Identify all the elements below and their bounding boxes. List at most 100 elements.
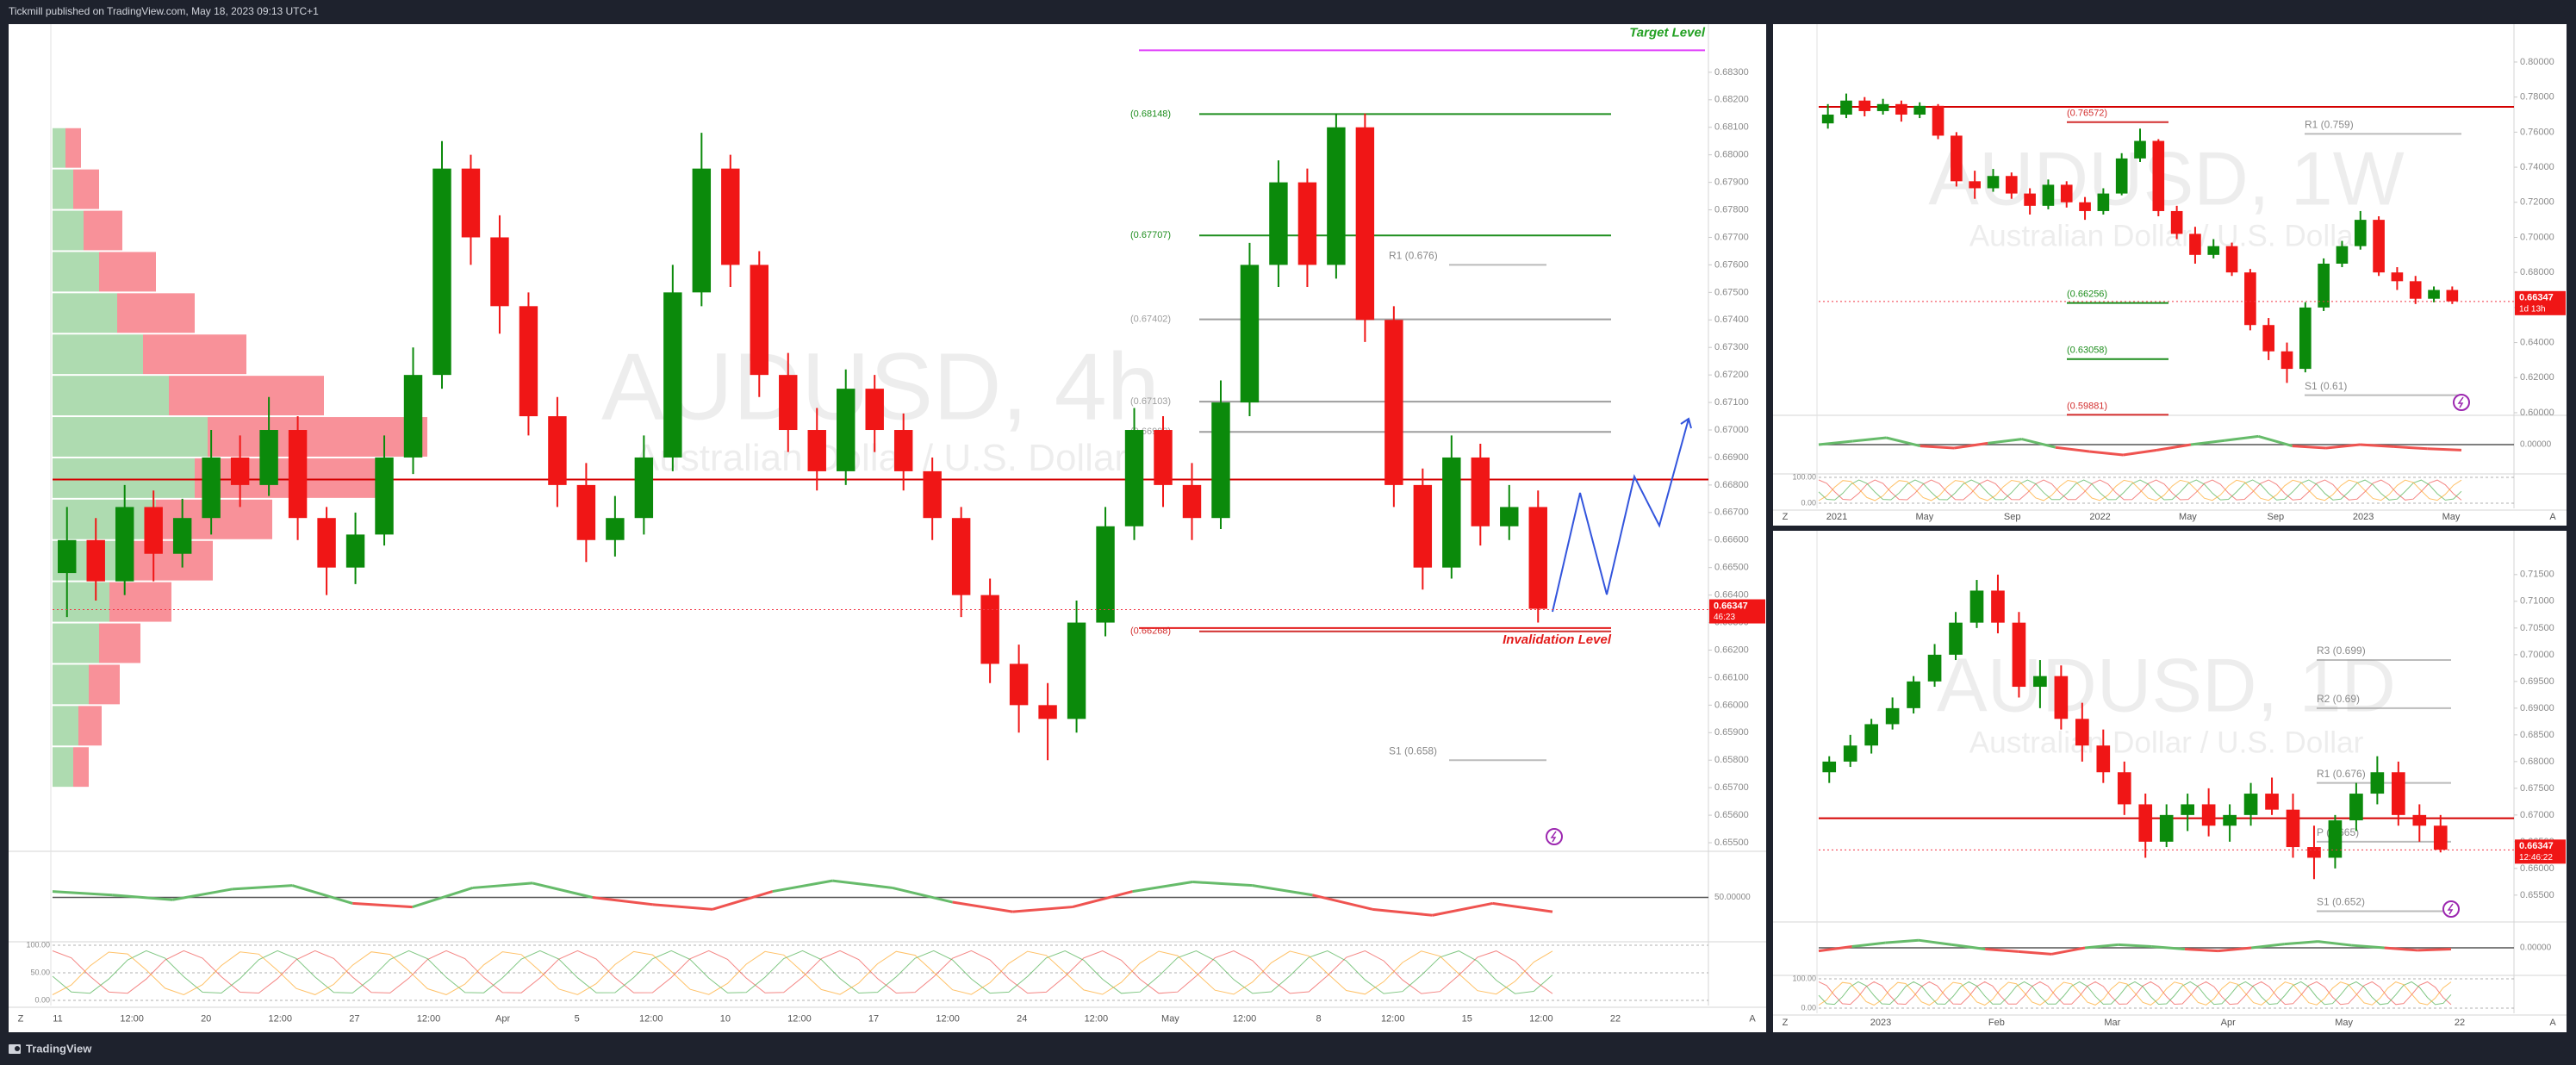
oscillator-segment [1886, 436, 1921, 448]
chart-panel [9, 24, 1766, 1032]
time-label: 12:00 [417, 1013, 441, 1024]
event-icon [2453, 394, 2470, 411]
price-tick-label: 0.74000 [2520, 162, 2554, 172]
oscillator-segment [1988, 438, 2022, 445]
chart-panel [1773, 531, 2567, 1032]
footer-logo [9, 1044, 21, 1054]
candle-body [58, 539, 77, 574]
candle-body [2024, 193, 2036, 206]
candle-body [2042, 184, 2055, 206]
button-a[interactable]: A [2549, 512, 2556, 522]
price-tick-label: 0.67900 [1714, 178, 1749, 188]
last-price-badge [2515, 839, 2566, 864]
button-a[interactable]: A [2549, 1018, 2556, 1028]
candle-body [461, 168, 481, 238]
time-label: 2023 [1870, 1018, 1891, 1028]
oscillator-segment [1132, 881, 1193, 894]
candle-body [2060, 184, 2073, 202]
oscillator-segment [2088, 450, 2124, 457]
candle-body [2223, 814, 2237, 826]
oscillator-segment [1920, 445, 1955, 450]
candle-body [2207, 246, 2220, 255]
price-tick-label: 0.66000 [1714, 700, 1749, 710]
candle-body [634, 457, 654, 519]
description-watermark: Australian Dollar / U.S. Dollar [634, 437, 1127, 479]
oscillator-segment [2393, 445, 2428, 451]
candle-body [1211, 402, 1230, 519]
oscillator-segment [1953, 441, 1988, 450]
button-z[interactable]: Z [1783, 1018, 1789, 1028]
oscillator-segment [2184, 947, 2218, 953]
button-z[interactable]: Z [1783, 512, 1789, 522]
oscillator-segment [1252, 884, 1313, 897]
candle-body [721, 168, 740, 265]
projection-path [1552, 418, 1689, 613]
candle-body [1355, 127, 1375, 321]
oscillator-segment [352, 901, 413, 909]
candle-body [345, 534, 365, 568]
candle-body [2012, 622, 2026, 688]
fib-level-label: (0.68148) [1130, 109, 1171, 119]
candle-body [1096, 526, 1115, 623]
time-label: 17 [868, 1013, 879, 1024]
candle-body [1991, 590, 2005, 623]
oscillator-segment [2051, 946, 2086, 956]
oscillator-segment [232, 884, 293, 891]
price-tick-label: 0.66400 [1714, 590, 1749, 601]
pivot-level-label: R3 (0.699) [2317, 645, 2366, 657]
price-tick-label: 0.71500 [2520, 570, 2554, 580]
candle-body [172, 518, 192, 554]
candle-body [2159, 814, 2174, 842]
time-label: Apr [2221, 1018, 2236, 1028]
oscillator-segment [1372, 907, 1433, 917]
oscillator-segment [2190, 439, 2225, 446]
price-tick-label: 0.68500 [2520, 730, 2554, 740]
volume-down [89, 664, 120, 705]
price-tick-label: 0.65900 [1714, 727, 1749, 738]
pivot-level-label: R1 (0.759) [2305, 119, 2354, 131]
event-icon-bolt [1550, 831, 1557, 843]
volume-up [53, 706, 78, 746]
price-tick-label: 0.68100 [1714, 122, 1749, 133]
price-tick-label: 0.67000 [2520, 810, 2554, 820]
stoch-tick-label: 50.00 [30, 968, 50, 976]
time-label: 27 [349, 1013, 359, 1024]
candle-body [202, 457, 221, 519]
candle-body [1297, 182, 1317, 265]
event-icon-bolt [2457, 396, 2464, 408]
time-label: Apr [495, 1013, 510, 1024]
candle-body [576, 484, 596, 540]
candle-body [1987, 176, 2000, 189]
countdown-label: 12:46:22 [2519, 853, 2553, 863]
description-watermark: Australian Dollar / U.S. Dollar [1969, 219, 2364, 252]
price-tick-label: 0.68200 [1714, 95, 1749, 105]
price-tick-label: 0.66000 [2520, 863, 2554, 874]
candle-body [1327, 127, 1346, 265]
candle-body [2152, 140, 2165, 211]
price-tick-label: 0.70000 [2520, 650, 2554, 660]
candle-body [2354, 220, 2367, 246]
price-tick-label: 0.76000 [2520, 127, 2554, 137]
oscillator-tick-label: 50.00000 [1714, 893, 1751, 902]
candle-body [1413, 484, 1433, 568]
button-a[interactable]: A [1749, 1013, 1756, 1024]
candle-body [1885, 707, 1900, 725]
time-label: May [1161, 1013, 1179, 1024]
oscillator-segment [1818, 945, 1852, 953]
pivot-level-label: R2 (0.69) [2317, 693, 2360, 705]
event-icon [1546, 828, 1563, 845]
time-label: 12:00 [120, 1013, 144, 1024]
price-tick-label: 0.67100 [1714, 397, 1749, 408]
oscillator-segment [1432, 901, 1493, 917]
candle-body [1240, 265, 1260, 403]
candle-body [663, 292, 682, 458]
candle-body [1843, 745, 1857, 762]
oscillator-segment [412, 887, 473, 908]
time-label: 20 [201, 1013, 211, 1024]
candle-body [2280, 351, 2293, 370]
oscillator-segment [652, 903, 713, 911]
candle-body [1384, 320, 1403, 485]
oscillator-segment [52, 890, 113, 897]
button-z[interactable]: Z [18, 1013, 24, 1024]
